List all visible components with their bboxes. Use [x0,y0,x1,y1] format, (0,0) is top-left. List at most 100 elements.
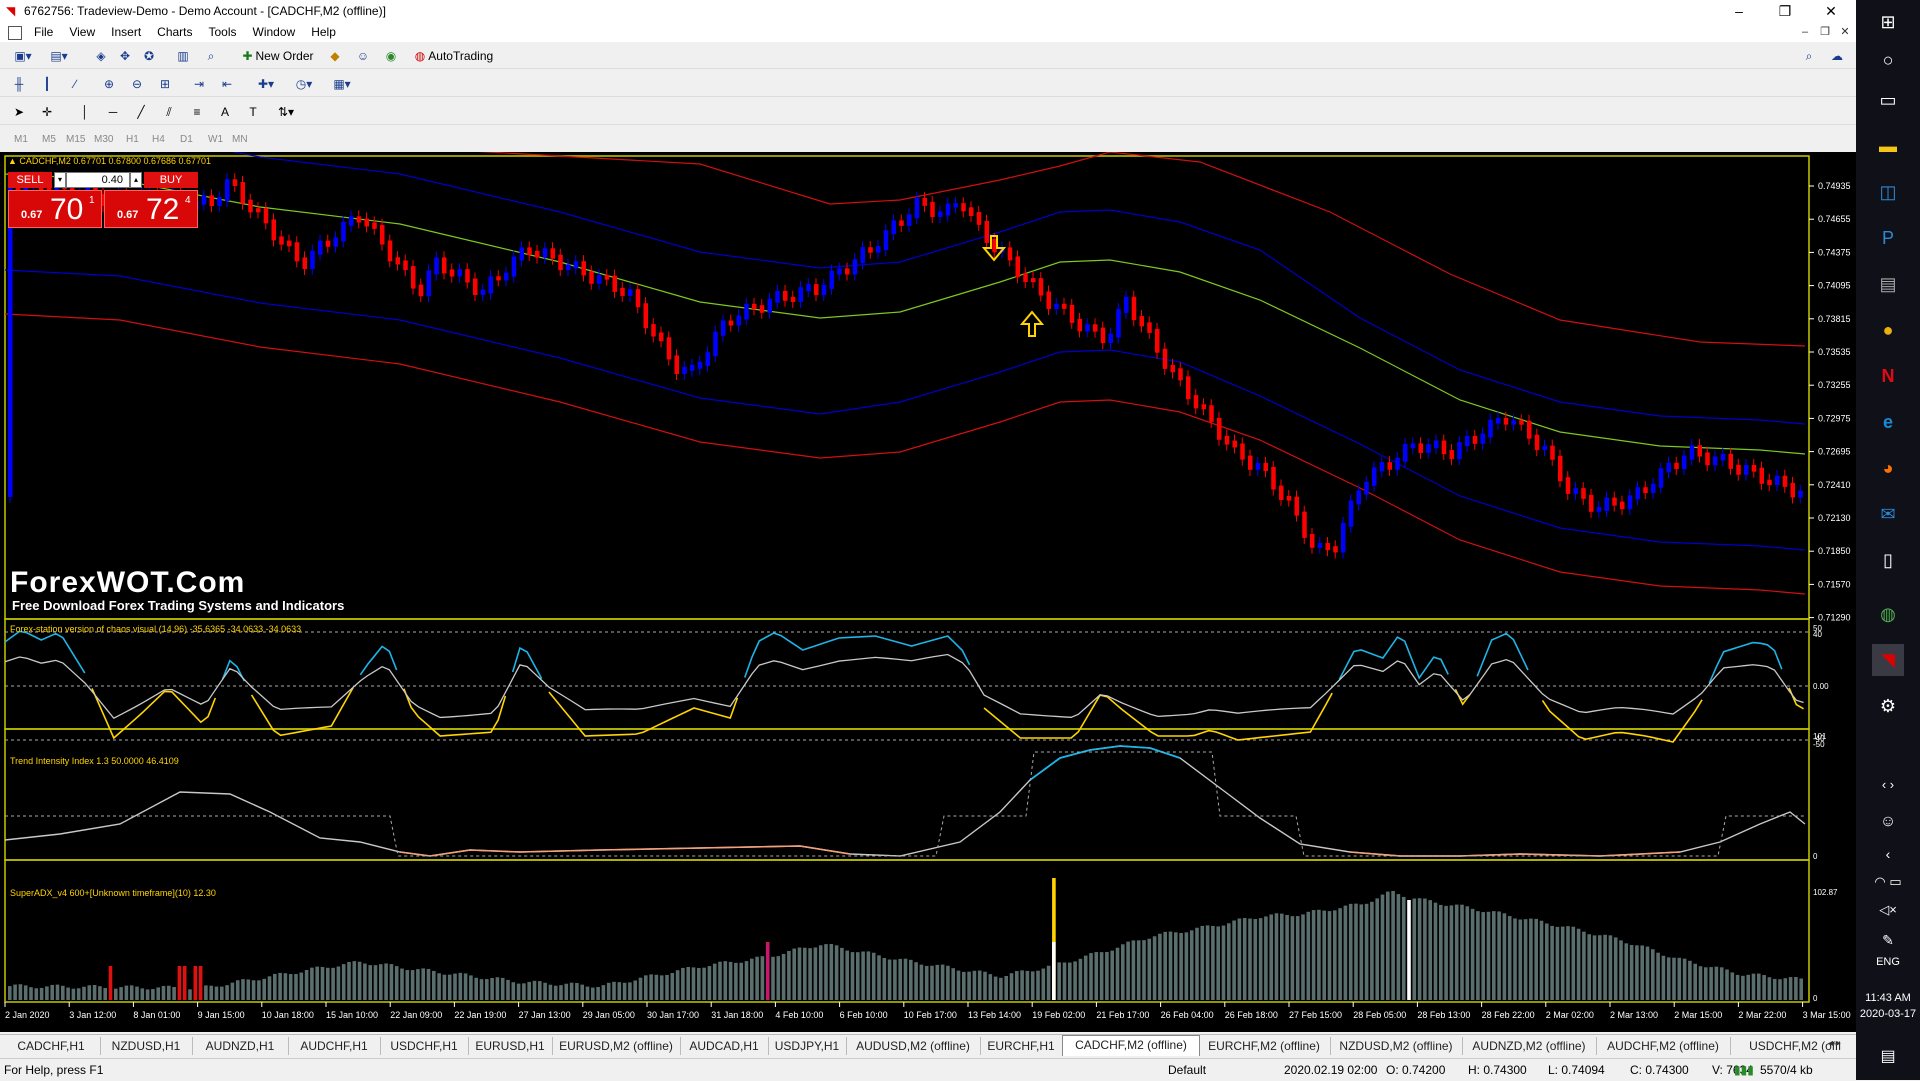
autotrading-button[interactable]: ◍ AutoTrading [408,47,500,65]
horizontal-line-icon[interactable]: ─ [108,105,118,119]
chat-icon[interactable]: ☁ [1831,49,1843,63]
chrome-icon[interactable]: ◍ [1880,603,1896,624]
menu-charts[interactable]: Charts [157,25,193,39]
control-panel-icon[interactable]: ▤ [1879,273,1897,294]
settings-icon[interactable]: ⚙ [1879,695,1897,716]
mail-icon[interactable]: ✉ [1880,503,1896,524]
lot-increase-button[interactable]: ▴ [130,172,142,188]
tile-windows-icon[interactable]: ⊞ [159,77,171,91]
chart-tab[interactable]: EURUSD,M2 (offline) [552,1037,681,1055]
templates-icon[interactable]: ▦▾ [333,77,351,91]
vertical-line-icon[interactable]: │ [81,105,89,119]
bar-chart-icon[interactable]: ╫ [14,77,24,91]
new-chart-icon[interactable]: ▣▾ [14,49,32,63]
line-chart-icon[interactable]: ∕ [73,77,76,91]
chart-tab[interactable]: AUDNZD,M2 (offline) [1462,1037,1597,1055]
buy-button[interactable]: BUY [144,172,198,188]
chart-tab[interactable]: EURCHF,M2 (offline) [1198,1037,1331,1055]
autoscroll-icon[interactable]: ⇤ [221,77,233,91]
timeframe-m1[interactable]: M1 [14,134,28,145]
new-order-button[interactable]: ✚ New Order [238,47,318,65]
chart-tab[interactable]: USDCHF,H1 [380,1037,469,1055]
strategy-tester-icon[interactable]: ⌕ [207,48,215,63]
chart-tab[interactable]: AUDCAD,H1 [680,1037,769,1055]
sell-button[interactable]: SELL [8,172,52,188]
timeframe-m15[interactable]: M15 [66,134,86,145]
chart-window[interactable]: 0.74935 0.74655 0.74375 0.74095 0.73815 0.735… [0,152,1856,1032]
chart-shift-icon[interactable]: ⇥ [193,77,205,91]
data-window-icon[interactable]: ✥ [119,49,131,63]
search-icon[interactable]: ⌕ [1805,48,1813,63]
volume-icon[interactable]: ◁× [1879,902,1897,917]
chart-tab[interactable]: CADCHF,M2 (offline) [1062,1035,1200,1056]
timeframe-w1[interactable]: W1 [208,134,223,145]
taskbar-date[interactable]: 2020-03-17 [1859,1008,1917,1020]
timeframe-m5[interactable]: M5 [42,134,56,145]
indicators-icon[interactable]: ✚▾ [257,77,275,91]
periods-icon[interactable]: ◷▾ [295,77,313,91]
chart-tab[interactable]: AUDUSD,M2 (offline) [846,1037,981,1055]
chart-tab[interactable]: AUDCHF,M2 (offline) [1596,1037,1731,1055]
menu-help[interactable]: Help [311,25,336,39]
minimize-button[interactable]: – [1735,3,1743,19]
chart-tab[interactable]: AUDNZD,H1 [192,1037,289,1055]
metatrader-taskbar-icon[interactable]: ◥ [1872,644,1904,676]
mdi-close-button[interactable]: ✕ [1840,26,1850,38]
market-watch-icon[interactable]: ◈ [96,49,106,63]
equidistant-channel-icon[interactable]: ⫽ [166,104,172,119]
chart-tab[interactable]: CADCHF,H1 [2,1037,101,1055]
chart-tab[interactable]: USDJPY,H1 [768,1037,847,1055]
people-icon[interactable]: ☺ [1879,813,1897,830]
cursor-icon[interactable]: ➤ [13,105,25,119]
close-button[interactable]: ✕ [1825,3,1837,19]
chart-tab[interactable]: AUDCHF,H1 [288,1037,381,1055]
task-view-icon[interactable]: ▭ [1879,89,1897,110]
zoom-in-icon[interactable]: ⊕ [103,77,115,91]
mdi-restore-button[interactable]: ❐ [1820,26,1830,38]
navigator-icon[interactable]: ✪ [143,49,155,63]
fibonacci-icon[interactable]: ≡ [193,105,201,119]
chart-tab[interactable]: NZDUSD,H1 [100,1037,193,1055]
chevron-up-icon[interactable]: ‹ [1885,846,1891,862]
file-explorer-icon[interactable]: ▬ [1879,135,1897,156]
edge-icon[interactable]: e [1882,411,1893,432]
cortana-icon[interactable]: ○ [1882,49,1894,70]
timeframe-d1[interactable]: D1 [180,134,193,145]
menu-tools[interactable]: Tools [208,25,237,39]
maximize-button[interactable]: ❐ [1778,3,1792,19]
taskbar-time[interactable]: 11:43 AM [1865,992,1911,1004]
menu-file[interactable]: File [34,25,54,39]
mdi-minimize-button[interactable]: – [1801,26,1809,38]
document-icon[interactable] [8,25,22,40]
network-icon[interactable]: ◠ ▭ [1874,874,1902,889]
timeframe-h4[interactable]: H4 [152,134,165,145]
arrows-icon[interactable]: ⇅▾ [277,105,295,119]
language-indicator[interactable]: ENG [1876,956,1900,968]
chart-tab[interactable]: NZDUSD,M2 (offline) [1330,1037,1463,1055]
text-icon[interactable]: A [220,105,229,119]
notepad-icon[interactable]: ▯ [1883,549,1893,570]
signals-icon[interactable]: ☺ [356,49,370,63]
profiles-icon[interactable]: ▤▾ [50,49,68,63]
timeframe-m30[interactable]: M30 [94,134,114,145]
paint-icon[interactable]: P [1881,227,1894,248]
scroll-arrows-icon[interactable]: ‹ › [1881,776,1895,792]
menu-view[interactable]: View [69,25,96,39]
chart-tab[interactable]: EURUSD,H1 [468,1037,553,1055]
firefox-icon[interactable]: ◕ [1882,457,1894,478]
menu-window[interactable]: Window [252,25,296,39]
metaeditor-icon[interactable]: ◆ [330,49,340,63]
vps-icon[interactable]: ◉ [385,49,397,63]
zoom-out-icon[interactable]: ⊖ [131,77,143,91]
tab-scroll-arrows-icon[interactable]: ◂ ▸ [1828,1038,1841,1049]
store-icon[interactable]: ◫ [1879,181,1897,202]
pen-icon[interactable]: ✎ [1882,931,1894,948]
text-label-icon[interactable]: T [249,105,257,119]
lot-size-input[interactable]: 0.40 [66,172,130,188]
chart-tab[interactable]: USDCHF,M2 (offl [1730,1037,1861,1055]
crosshair-icon[interactable]: ✛ [41,105,53,119]
price-chart-svg[interactable]: 0.74935 0.74655 0.74375 0.74095 0.73815 0.735… [0,152,1856,1032]
start-icon[interactable]: ⊞ [1880,11,1896,32]
trendline-icon[interactable]: ╱ [137,105,145,119]
notifications-icon[interactable]: ▤ [1880,1048,1896,1065]
